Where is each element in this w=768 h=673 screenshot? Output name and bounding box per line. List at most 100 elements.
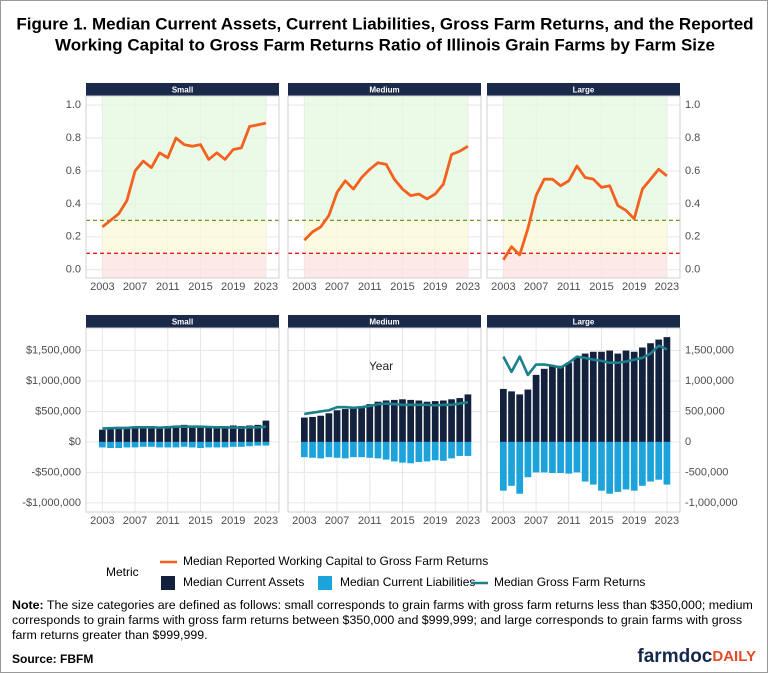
bar [246, 441, 253, 447]
strip-label: Small [172, 86, 193, 95]
x-tick-label: 2019 [221, 515, 245, 527]
zone [304, 96, 468, 221]
x-tick-label: 2019 [622, 281, 646, 293]
panel-border [486, 95, 681, 279]
bar [663, 441, 671, 485]
strip-label: Small [172, 318, 193, 327]
y-tick-label: 0 [685, 436, 691, 448]
x-tick-label: 2015 [188, 515, 212, 527]
legend-label: Median Gross Farm Returns [494, 575, 645, 589]
bar [164, 426, 172, 442]
bar [188, 441, 196, 448]
x-tick-label: 2015 [188, 281, 212, 293]
line [502, 164, 668, 261]
panel-border [287, 95, 482, 279]
bar [540, 441, 548, 473]
strip-label: Medium [369, 318, 399, 327]
bar [663, 337, 671, 442]
logo-part: DAILY [712, 648, 756, 665]
bar [374, 401, 382, 442]
bar [382, 441, 390, 460]
bar [581, 353, 589, 442]
line [502, 344, 668, 377]
zone [304, 220, 468, 254]
zone [102, 253, 266, 278]
bar [622, 350, 630, 442]
strip-label: Large [573, 318, 595, 327]
x-tick-label: 2023 [456, 281, 480, 293]
x-axis-label: Year [369, 359, 393, 373]
bar [549, 441, 556, 474]
bar [456, 441, 464, 456]
y-tick-label: 0.2 [685, 231, 700, 243]
bar [123, 427, 131, 442]
bar [254, 441, 262, 446]
x-tick-label: 2007 [524, 515, 548, 527]
y-tick-label: 1,500,000 [685, 344, 734, 356]
zone [102, 96, 266, 221]
y-tick-label: -1,000,000 [685, 497, 738, 509]
bar [262, 420, 270, 442]
y-tick-label: 0.0 [66, 264, 81, 276]
legend-key [161, 576, 175, 590]
y-tick-label: 1,000,000 [685, 375, 734, 387]
y-tick-label: 0.6 [66, 165, 81, 177]
x-tick-label: 2007 [123, 515, 147, 527]
bar [415, 400, 423, 442]
bar [156, 441, 163, 448]
panel-border [85, 95, 280, 279]
bar [221, 426, 229, 442]
bar [213, 426, 221, 442]
bar [238, 426, 245, 442]
line [303, 145, 469, 242]
x-tick-label: 2003 [491, 515, 515, 527]
bar [350, 441, 357, 458]
strip [487, 315, 680, 328]
bar [464, 441, 472, 456]
bar [524, 389, 532, 442]
bar [399, 441, 406, 463]
y-tick-label: 0.6 [685, 165, 700, 177]
bar [341, 441, 349, 459]
legend-label: Median Current Liabilities [340, 575, 475, 589]
bar [229, 425, 237, 442]
y-tick-label: 0.4 [685, 198, 700, 210]
y-tick-label: 1.0 [685, 99, 700, 111]
bar [606, 441, 614, 494]
bar [366, 404, 374, 442]
source: Source: FBFM [12, 652, 93, 666]
x-tick-label: 2011 [156, 515, 180, 527]
bar [358, 441, 365, 458]
x-tick-label: 2015 [589, 281, 613, 293]
bar [180, 441, 188, 447]
bar [407, 441, 415, 464]
bar [630, 351, 638, 442]
bar [254, 424, 262, 442]
bar [238, 441, 245, 447]
strip-label: Large [573, 86, 595, 95]
bar [350, 407, 357, 442]
y-tick-label: 0.8 [685, 132, 700, 144]
bar [431, 441, 439, 461]
bar [415, 441, 423, 463]
bar [301, 417, 308, 442]
zone [503, 220, 667, 254]
x-tick-label: 2007 [123, 281, 147, 293]
bar [614, 441, 622, 492]
x-tick-label: 2003 [90, 515, 114, 527]
x-tick-label: 2023 [254, 515, 278, 527]
bar [139, 426, 147, 442]
bar [573, 357, 581, 442]
bar [115, 441, 123, 449]
bar [440, 441, 447, 461]
bar [229, 441, 237, 447]
bar [115, 427, 123, 442]
bar [423, 401, 431, 442]
bar [589, 441, 597, 485]
x-tick-label: 2015 [589, 515, 613, 527]
bar [309, 416, 316, 442]
bar [172, 425, 180, 442]
bar [205, 426, 213, 442]
line [304, 401, 469, 416]
